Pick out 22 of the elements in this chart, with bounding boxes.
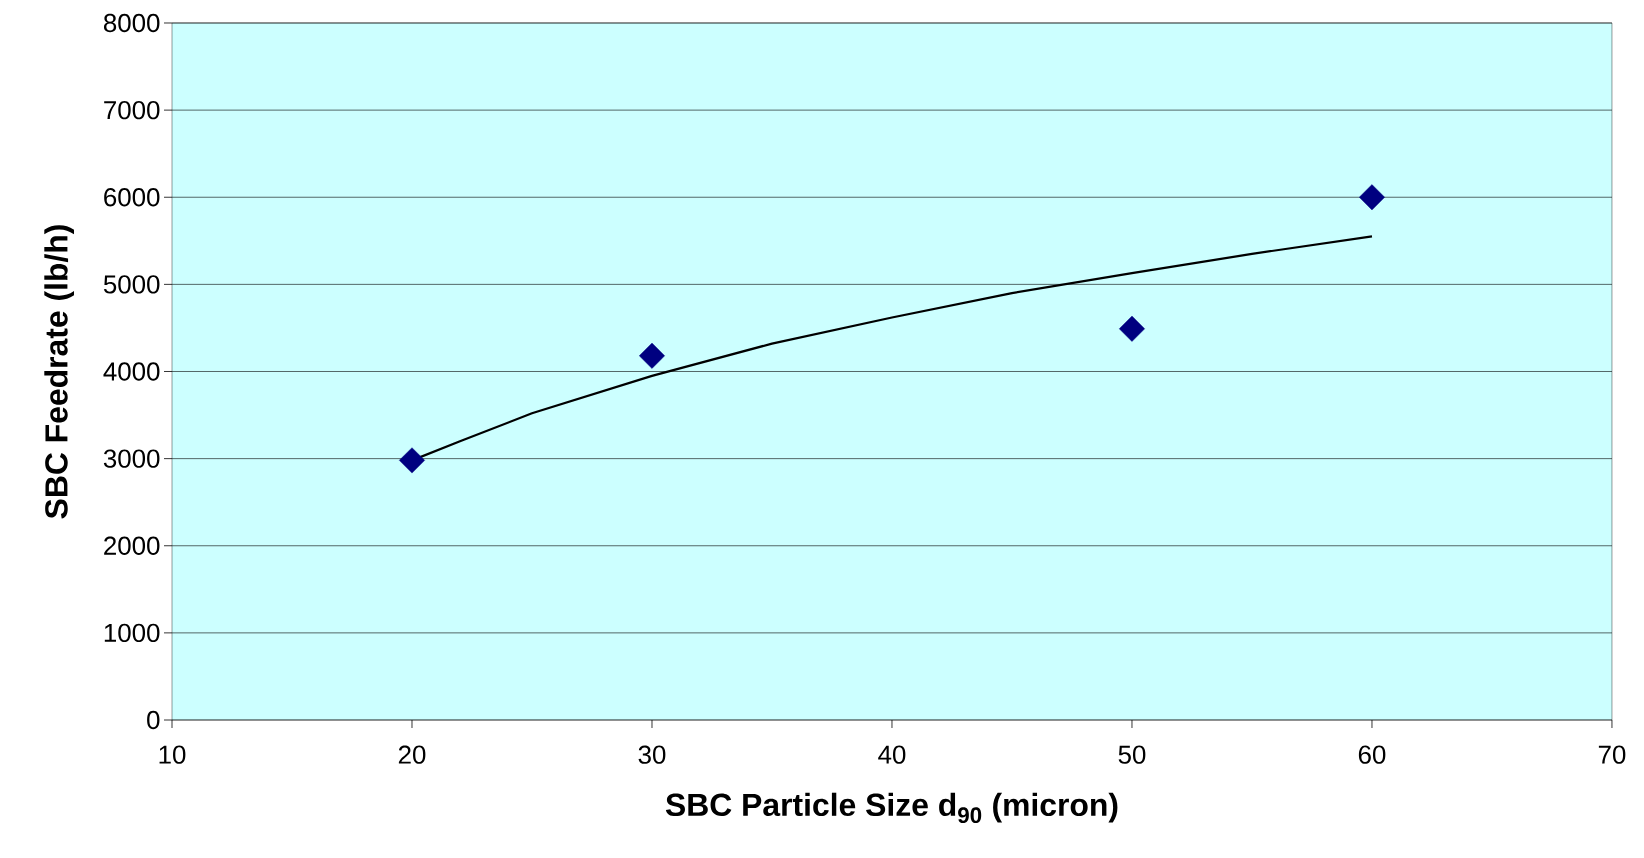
point <box>1359 184 1385 211</box>
point <box>399 447 425 474</box>
x-tick-label: 70 <box>1598 745 1626 764</box>
y-tick-label: 8000 <box>103 13 160 33</box>
y-tick-label: 6000 <box>104 188 160 207</box>
y-tick-label: 5000 <box>103 275 160 294</box>
x-tick-label: 30 <box>638 745 666 764</box>
x-tick-label: 60 <box>1358 745 1386 764</box>
y-tick-label: 1000 <box>104 623 160 643</box>
y-axis-title: SBC Feedrate (lb/h) <box>44 225 75 519</box>
y-tick-label: 2000 <box>104 536 160 555</box>
y-tick-label: 4000 <box>103 362 160 381</box>
x-tick-label: 50 <box>1118 745 1146 764</box>
point <box>639 342 665 369</box>
y-tick-label: 0 <box>147 710 160 730</box>
point <box>1119 315 1145 342</box>
x-tick-label: 40 <box>878 745 906 764</box>
x-tick-label: 20 <box>398 745 426 764</box>
y-tick-label: 7000 <box>104 100 160 120</box>
x-tick-label: 10 <box>159 745 186 764</box>
x-axis-title: SBC Particle Size d$_{90}$ (micron) <box>665 792 1118 824</box>
y-tick-label: 3000 <box>103 449 160 468</box>
